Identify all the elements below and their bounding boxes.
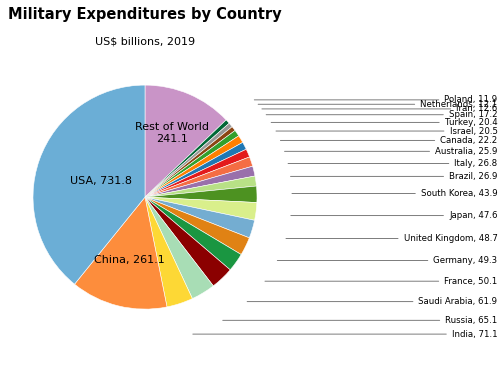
Text: Canada, 22.2: Canada, 22.2 xyxy=(280,136,498,145)
Wedge shape xyxy=(145,123,232,197)
Text: Russia, 65.1: Russia, 65.1 xyxy=(222,316,498,325)
Text: Israel, 20.5: Israel, 20.5 xyxy=(276,127,498,135)
Wedge shape xyxy=(145,166,255,197)
Wedge shape xyxy=(145,197,250,254)
Text: Brazil, 26.9: Brazil, 26.9 xyxy=(290,172,498,181)
Text: France, 50.1: France, 50.1 xyxy=(265,277,498,286)
Wedge shape xyxy=(145,197,257,220)
Wedge shape xyxy=(145,186,257,203)
Text: Netherlands, 12.1: Netherlands, 12.1 xyxy=(258,100,498,109)
Wedge shape xyxy=(145,197,241,270)
Wedge shape xyxy=(145,136,242,197)
Wedge shape xyxy=(145,157,252,197)
Text: Japan, 47.6: Japan, 47.6 xyxy=(291,211,498,220)
Wedge shape xyxy=(145,176,256,197)
Text: Rest of World
241.1: Rest of World 241.1 xyxy=(136,123,210,144)
Text: South Korea, 43.9: South Korea, 43.9 xyxy=(292,189,498,198)
Text: US$ billions, 2019: US$ billions, 2019 xyxy=(95,36,195,46)
Text: Spain, 17.2: Spain, 17.2 xyxy=(266,110,498,119)
Wedge shape xyxy=(145,120,229,197)
Wedge shape xyxy=(145,197,230,286)
Text: Poland, 11.9: Poland, 11.9 xyxy=(254,95,498,104)
Wedge shape xyxy=(33,85,145,284)
Text: Saudi Arabia, 61.9: Saudi Arabia, 61.9 xyxy=(247,297,498,306)
Text: Germany, 49.3: Germany, 49.3 xyxy=(278,256,498,265)
Text: China, 261.1: China, 261.1 xyxy=(94,255,165,265)
Wedge shape xyxy=(145,131,238,197)
Text: United Kingdom, 48.7: United Kingdom, 48.7 xyxy=(286,234,498,243)
Text: Military Expenditures by Country: Military Expenditures by Country xyxy=(8,7,282,22)
Wedge shape xyxy=(145,197,192,307)
Text: USA, 731.8: USA, 731.8 xyxy=(70,176,132,187)
Wedge shape xyxy=(145,127,235,197)
Wedge shape xyxy=(145,197,214,299)
Text: Turkey, 20.4: Turkey, 20.4 xyxy=(271,118,498,127)
Text: India, 71.1: India, 71.1 xyxy=(193,330,498,339)
Wedge shape xyxy=(145,85,226,197)
Text: Italy, 26.8: Italy, 26.8 xyxy=(288,159,498,168)
Text: Australia, 25.9: Australia, 25.9 xyxy=(284,147,498,156)
Wedge shape xyxy=(74,197,167,309)
Text: Iran, 12.6: Iran, 12.6 xyxy=(262,104,498,114)
Wedge shape xyxy=(145,197,254,238)
Wedge shape xyxy=(145,149,250,197)
Wedge shape xyxy=(145,142,246,197)
